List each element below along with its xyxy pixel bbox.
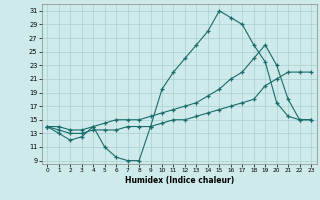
X-axis label: Humidex (Indice chaleur): Humidex (Indice chaleur) xyxy=(124,176,234,185)
